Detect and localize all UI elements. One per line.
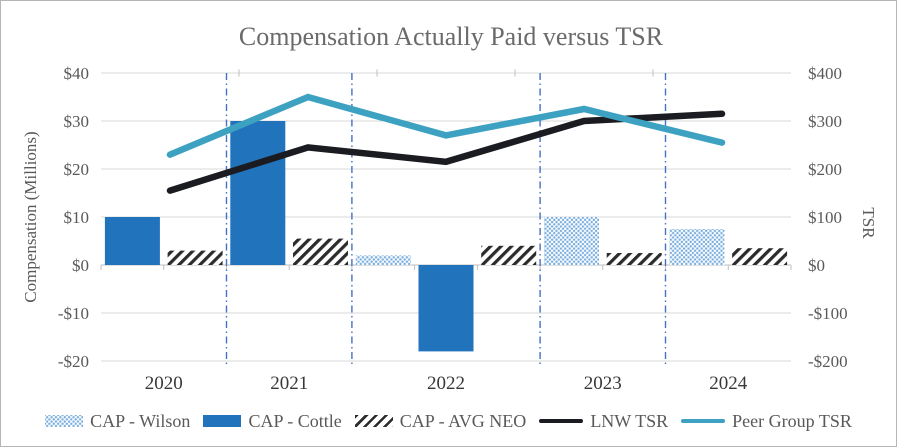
left-axis-tick-label: $0 [72,256,89,275]
legend-swatch-cap-wilson [45,415,84,427]
bar-cap-cottle-2022 [418,265,474,352]
right-axis-tick-label: $400 [808,64,842,83]
bar-cap-wilson-2023 [544,217,599,265]
left-axis-tick-label: $20 [64,160,90,179]
legend-label-peer-group-tsr: Peer Group TSR [732,410,852,431]
legend-swatch-peer-group-tsr [681,418,726,424]
bar-cap-avg-neo-2022 [481,245,537,265]
left-axis-title: Compensation (Millions) [21,131,40,303]
legend-item-cap-cottle: CAP - Cottle [203,410,342,432]
legend-item-lnw-tsr: LNW TSR [539,411,668,432]
bar-cap-cottle-2020 [104,217,160,265]
bar-cap-avg-neo-2020 [167,250,223,265]
right-axis-tick-label: $0 [808,256,825,275]
left-axis-tick-label: -$20 [58,352,89,371]
bar-cap-wilson-2024 [669,229,725,265]
legend-item-peer-group-tsr: Peer Group TSR [681,411,852,432]
x-axis-year-label: 2021 [270,373,308,394]
x-axis-year-label: 2024 [709,373,748,394]
legend-swatch-lnw-tsr [539,418,584,424]
x-axis-year-label: 2020 [145,373,183,394]
legend-label-cap-avg-neo: CAP - AVG NEO [399,410,527,431]
right-axis-tick-label: $300 [808,112,842,131]
legend-swatch-cap-cottle [203,415,242,427]
bar-cap-cottle-2021 [230,121,286,265]
right-axis-tick-label: $100 [808,208,842,227]
legend-item-cap-avg-neo: CAP - AVG NEO [354,410,527,432]
chart-title: Compensation Actually Paid versus TSR [238,22,664,51]
legend-label-cap-wilson: CAP - Wilson [90,410,191,431]
legend-label-cap-cottle: CAP - Cottle [248,410,342,431]
right-axis-tick-label: -$100 [808,304,848,323]
line-peer-group-tsr [166,93,726,158]
bar-cap-avg-neo-2024 [732,248,788,265]
bar-cap-wilson-2022 [355,255,411,265]
right-axis-tick-label: -$200 [808,352,848,371]
x-axis-year-label: 2023 [584,373,622,394]
left-axis-tick-label: $10 [64,208,90,227]
legend-item-cap-wilson: CAP - Wilson [45,411,190,432]
left-axis-tick-label: -$10 [58,304,89,323]
x-axis-year-label: 2022 [427,373,465,394]
left-axis-tick-label: $30 [64,112,90,131]
left-axis-tick-label: $40 [64,64,90,83]
legend-label-lnw-tsr: LNW TSR [590,410,669,431]
bar-cap-avg-neo-2023 [606,253,662,265]
bar-cap-avg-neo-2021 [293,238,348,265]
right-axis-title: TSR [859,207,878,239]
legend-swatch-cap-avg-neo [354,415,393,427]
right-axis-tick-label: $200 [808,160,842,179]
chart-legend: CAP - Wilson CAP - Cottle CAP - AVG NEO LNW… [1,404,896,438]
